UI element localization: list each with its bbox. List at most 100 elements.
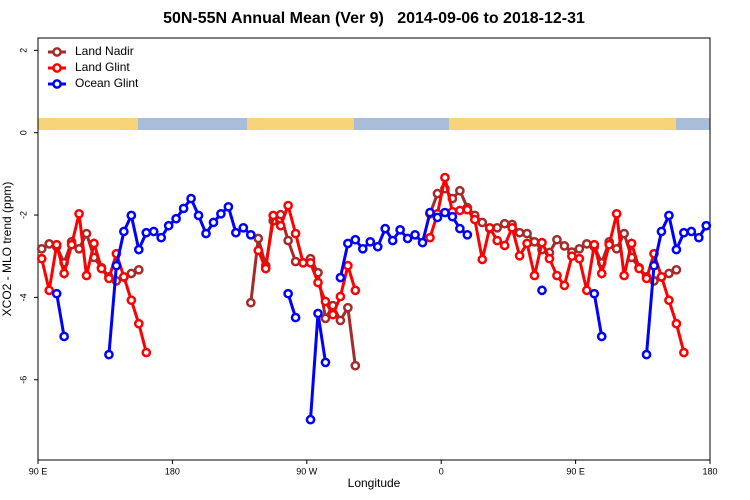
data-point — [372, 241, 383, 252]
data-point — [350, 285, 361, 296]
y-tick-label: -4 — [18, 293, 28, 301]
data-point — [499, 240, 510, 251]
data-point — [581, 285, 592, 296]
data-point — [74, 208, 84, 219]
y-tick-label: 2 — [18, 48, 28, 53]
data-point — [410, 229, 420, 240]
data-point — [133, 318, 144, 329]
data-point — [574, 243, 585, 254]
data-point — [432, 212, 443, 223]
data-point — [245, 297, 256, 308]
data-point — [395, 225, 405, 235]
data-point — [671, 264, 682, 275]
data-point — [656, 226, 667, 237]
land-band — [38, 118, 138, 130]
data-point — [641, 273, 652, 284]
data-point — [649, 260, 659, 271]
data-point — [537, 285, 547, 296]
land-band — [247, 118, 354, 130]
data-point — [335, 272, 346, 283]
data-point — [507, 222, 517, 233]
y-axis-label: XCO2 - MLO trend (ppm) — [0, 182, 14, 317]
data-point — [104, 349, 114, 360]
data-point — [357, 243, 368, 254]
data-point — [664, 268, 674, 279]
data-point — [492, 222, 503, 233]
data-point — [701, 220, 712, 231]
data-point — [343, 238, 353, 249]
data-point — [59, 331, 69, 342]
data-point — [343, 260, 353, 271]
data-point — [656, 271, 667, 282]
data-point — [89, 238, 99, 249]
data-point — [290, 228, 301, 239]
data-point — [589, 239, 600, 250]
data-point — [44, 239, 55, 249]
data-point — [260, 263, 271, 274]
data-point — [492, 235, 503, 246]
data-point — [462, 204, 473, 215]
data-point — [216, 208, 226, 219]
data-point — [522, 228, 532, 239]
data-point — [171, 213, 181, 224]
data-point — [320, 357, 331, 368]
data-point — [163, 220, 174, 231]
y-tick-label: 0 — [18, 130, 28, 135]
data-point — [596, 331, 607, 342]
data-point — [126, 268, 137, 279]
data-point — [350, 360, 361, 371]
data-point — [343, 302, 353, 313]
data-point — [402, 233, 413, 244]
data-point — [283, 235, 293, 246]
data-point — [484, 222, 495, 233]
data-point — [36, 243, 47, 254]
data-point — [305, 414, 316, 425]
data-point — [141, 227, 152, 238]
data-point — [245, 229, 256, 240]
data-point — [44, 285, 55, 296]
data-point — [455, 223, 465, 234]
x-axis-label: Longitude — [348, 476, 401, 490]
data-point — [529, 236, 540, 247]
x-tick-label: 0 — [439, 466, 444, 476]
data-point — [238, 222, 249, 233]
data-point — [51, 239, 62, 250]
data-point — [604, 239, 615, 250]
chart-title: 50N-55N Annual Mean (Ver 9) 2014-09-06 t… — [163, 10, 585, 27]
data-point — [462, 229, 473, 240]
legend-marker — [52, 79, 62, 89]
data-point — [671, 318, 682, 329]
data-point — [559, 241, 570, 251]
data-point — [133, 244, 144, 255]
data-point — [283, 288, 293, 299]
data-point — [499, 218, 510, 229]
data-point — [626, 238, 637, 249]
data-point — [313, 277, 323, 288]
data-point — [320, 296, 331, 307]
data-point — [567, 251, 577, 262]
data-point — [208, 217, 219, 228]
data-point — [611, 208, 622, 219]
data-point — [634, 263, 644, 274]
data-point — [59, 268, 69, 279]
data-point — [552, 270, 562, 281]
data-point — [455, 205, 465, 216]
data-point — [320, 313, 331, 324]
data-point — [201, 228, 211, 239]
data-point — [514, 250, 525, 261]
data-point — [469, 214, 480, 225]
data-point — [537, 237, 547, 248]
data-point — [529, 270, 540, 281]
land-band — [449, 118, 676, 130]
data-point — [477, 254, 488, 265]
data-point — [686, 226, 697, 237]
data-point — [387, 235, 398, 246]
data-point — [619, 270, 629, 281]
data-point — [619, 228, 629, 239]
y-tick-label: -6 — [18, 376, 28, 384]
data-point — [298, 257, 308, 268]
series-line — [40, 186, 678, 366]
data-point — [148, 226, 159, 237]
data-point — [253, 233, 264, 244]
data-point — [96, 263, 107, 274]
